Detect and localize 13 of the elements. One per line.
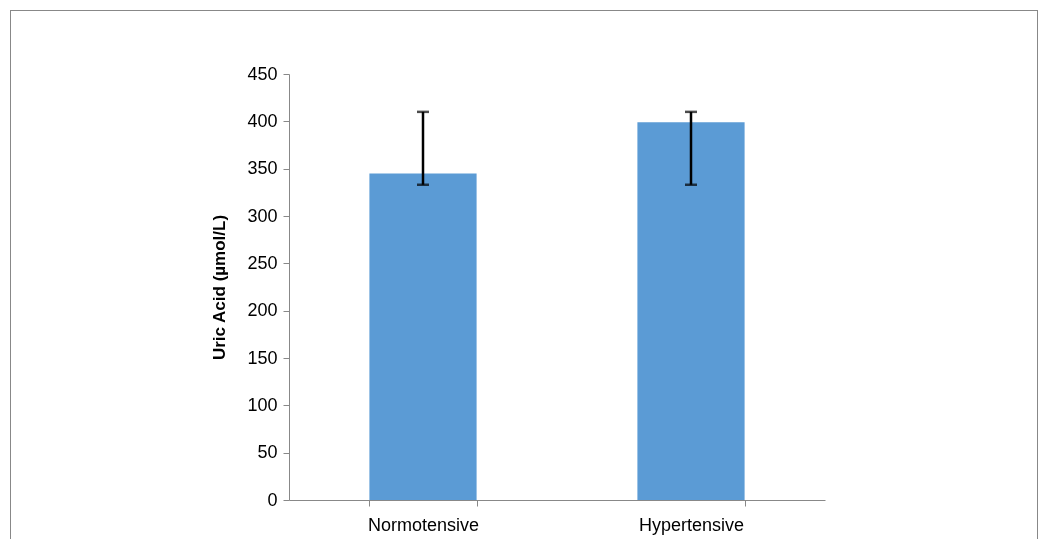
y-tick-label: 100 (247, 394, 278, 415)
y-tick-label: 400 (247, 110, 278, 131)
y-tick-label: 200 (247, 300, 278, 321)
y-tick-label: 450 (247, 63, 278, 84)
y-tick-label: 150 (247, 347, 278, 368)
y-tick-label: 250 (247, 252, 278, 273)
y-tick-label: 50 (257, 442, 278, 463)
y-axis-title: Uric Acid (µmol/L) (210, 214, 230, 361)
x-tick-label: Normotensive (367, 514, 480, 535)
y-tick-label: 350 (247, 158, 278, 179)
x-tick-label: Hypertensive (638, 514, 745, 535)
y-tick-label: 0 (267, 489, 278, 510)
y-tick-label: 300 (247, 205, 278, 226)
